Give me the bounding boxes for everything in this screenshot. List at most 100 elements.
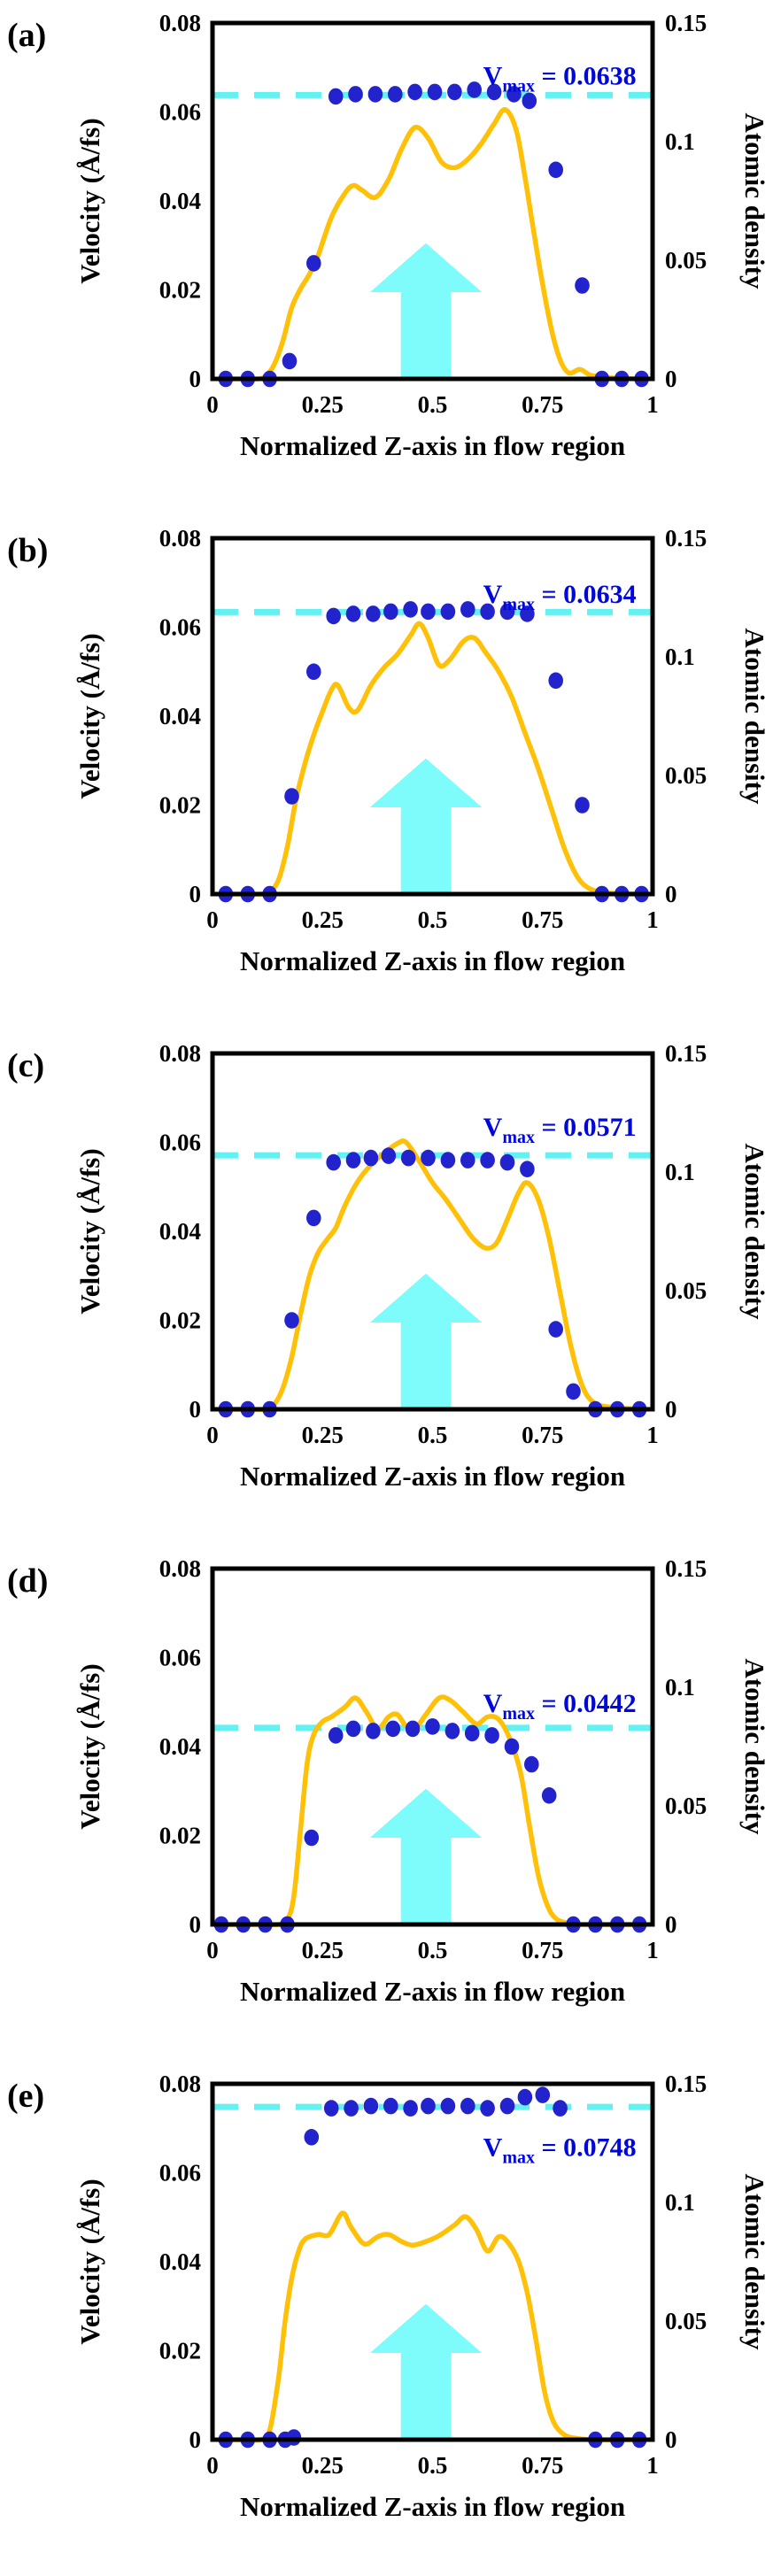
panel-label: (e) xyxy=(7,2078,44,2115)
velocity-point xyxy=(440,1152,456,1168)
x-tick: 1 xyxy=(646,391,659,418)
velocity-point xyxy=(517,2088,533,2106)
velocity-point xyxy=(499,1153,515,1171)
vmax-subscript: max xyxy=(502,2148,535,2167)
velocity-point xyxy=(284,788,299,805)
plot-frame xyxy=(210,1566,655,1927)
y-left-tick: 0 xyxy=(189,2426,202,2453)
velocity-point xyxy=(405,1720,421,1738)
vmax-prefix: V xyxy=(483,1113,503,1142)
velocity-point xyxy=(480,1152,495,1168)
y-left-tick: 0.08 xyxy=(159,1040,201,1067)
panel-label: (b) xyxy=(7,532,48,569)
velocity-point xyxy=(304,1829,320,1847)
y-left-tick: 0.08 xyxy=(159,10,201,36)
flow-direction-arrow xyxy=(369,1788,483,1923)
velocity-point xyxy=(385,1720,401,1738)
y-right-tick: 0.1 xyxy=(665,644,695,670)
vmax-subscript: max xyxy=(502,1128,535,1147)
x-tick: 0 xyxy=(206,1422,219,1448)
y-left-tick: 0.02 xyxy=(159,792,201,819)
plot-frame xyxy=(210,20,655,382)
velocity-point xyxy=(421,603,436,621)
vmax-subscript: max xyxy=(502,76,535,96)
panel-label: (d) xyxy=(7,1562,48,1600)
velocity-point xyxy=(306,1209,321,1227)
velocity-point xyxy=(421,2097,436,2115)
y-right-tick: 0.15 xyxy=(665,10,707,36)
x-tick: 1 xyxy=(646,906,659,933)
velocity-point xyxy=(440,2097,456,2115)
vmax-value: = 0.0748 xyxy=(535,2133,637,2162)
x-tick: 0 xyxy=(206,906,219,933)
y-right-tick: 0 xyxy=(665,2426,677,2453)
y-right-tick: 0.05 xyxy=(665,762,707,789)
y-left-tick: 0 xyxy=(189,366,202,392)
velocity-point xyxy=(484,1727,499,1744)
flow-direction-arrow xyxy=(369,2303,483,2438)
velocity-point xyxy=(366,1723,381,1739)
y-right-tick: 0.1 xyxy=(665,128,695,155)
velocity-point xyxy=(366,605,381,622)
velocity-point xyxy=(447,83,462,101)
x-tick: 0.75 xyxy=(522,2452,563,2479)
velocity-point xyxy=(403,601,418,618)
y-right-tick: 0.1 xyxy=(665,1674,695,1701)
vmax-prefix: V xyxy=(483,2133,503,2162)
velocity-point xyxy=(464,1724,480,1742)
y-left-tick: 0.06 xyxy=(159,1130,201,1156)
y-left-tick: 0.02 xyxy=(159,2338,201,2364)
x-tick: 0 xyxy=(206,1937,219,1963)
velocity-point xyxy=(326,607,342,625)
x-tick: 0.5 xyxy=(418,1937,448,1963)
panel-label: (a) xyxy=(7,17,46,54)
velocity-point xyxy=(535,2086,551,2103)
y-right-axis-title: Atomic density xyxy=(739,629,770,805)
y-left-axis-title: Velocity (Å/fs) xyxy=(74,633,105,798)
y-left-tick: 0 xyxy=(189,1396,202,1423)
velocity-point xyxy=(306,255,321,272)
vmax-annotation: Vmax = 0.0748 xyxy=(483,2133,637,2167)
y-left-tick: 0.08 xyxy=(159,525,201,551)
flow-direction-arrow xyxy=(369,1273,483,1408)
velocity-point xyxy=(480,2100,495,2117)
velocity-point xyxy=(548,1321,563,1338)
vmax-annotation: Vmax = 0.0634 xyxy=(483,580,637,614)
velocity-point xyxy=(403,2100,418,2117)
y-right-tick: 0.15 xyxy=(665,1555,707,1582)
y-right-tick: 0.05 xyxy=(665,2308,707,2334)
y-left-tick: 0 xyxy=(189,881,202,907)
velocity-point xyxy=(363,1149,379,1167)
velocity-point xyxy=(345,605,361,622)
velocity-point xyxy=(460,2097,475,2115)
velocity-point xyxy=(367,86,383,103)
y-left-tick: 0.06 xyxy=(159,1645,201,1671)
velocity-point xyxy=(407,83,422,101)
velocity-point xyxy=(480,603,495,621)
vmax-subscript: max xyxy=(502,595,535,614)
vmax-annotation: Vmax = 0.0571 xyxy=(483,1113,637,1147)
vmax-value: = 0.0638 xyxy=(535,61,637,90)
velocity-point xyxy=(506,86,522,103)
y-left-tick: 0 xyxy=(189,1911,202,1938)
vmax-value: = 0.0571 xyxy=(535,1113,637,1142)
velocity-point xyxy=(524,1755,539,1773)
velocity-point xyxy=(499,603,515,621)
x-axis-title: Normalized Z-axis in flow region xyxy=(240,1461,625,1492)
y-right-tick: 0.05 xyxy=(665,1793,707,1819)
velocity-point xyxy=(499,2097,515,2115)
y-right-tick: 0 xyxy=(665,1396,677,1423)
flow-direction-arrow xyxy=(369,758,483,892)
x-tick: 1 xyxy=(646,1422,659,1448)
x-axis-title: Normalized Z-axis in flow region xyxy=(240,945,625,976)
velocity-point xyxy=(328,1727,344,1744)
x-tick: 0 xyxy=(206,2452,219,2479)
x-tick: 0.25 xyxy=(302,906,344,933)
y-right-tick: 0.05 xyxy=(665,1277,707,1304)
y-right-tick: 0.15 xyxy=(665,2071,707,2097)
velocity-point xyxy=(566,1383,581,1400)
y-left-tick: 0.04 xyxy=(159,703,201,729)
y-right-tick: 0.1 xyxy=(665,2189,695,2216)
